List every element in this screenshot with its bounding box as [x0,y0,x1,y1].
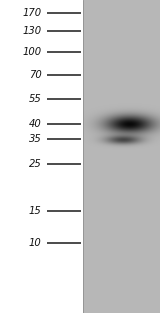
Text: 55: 55 [29,94,42,104]
Text: 100: 100 [22,47,42,57]
Text: 40: 40 [29,119,42,129]
Text: 35: 35 [29,134,42,144]
Text: 10: 10 [29,238,42,248]
Bar [0,0,83,313]
Text: 170: 170 [22,8,42,18]
Text: 15: 15 [29,206,42,216]
Text: 70: 70 [29,70,42,80]
Text: 25: 25 [29,159,42,169]
Text: 130: 130 [22,26,42,36]
